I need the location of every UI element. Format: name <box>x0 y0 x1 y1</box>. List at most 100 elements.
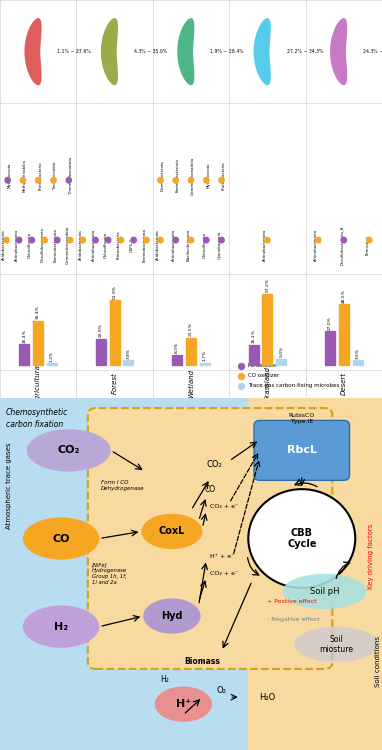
Circle shape <box>118 237 124 243</box>
Text: Eremiobacteriota: Eremiobacteriota <box>53 228 57 262</box>
Text: Chloroflexota: Chloroflexota <box>28 232 32 258</box>
Ellipse shape <box>27 429 111 472</box>
Circle shape <box>105 237 111 243</box>
Circle shape <box>204 178 209 183</box>
Text: carbon fixation: carbon fixation <box>6 421 63 430</box>
Text: CO: CO <box>52 533 70 544</box>
Text: CO₂: CO₂ <box>58 446 80 455</box>
Text: Thermoplasmatota: Thermoplasmatota <box>69 157 73 194</box>
Circle shape <box>158 237 163 243</box>
Text: Proteobacteria: Proteobacteria <box>117 230 121 260</box>
Text: Actinobacteriota: Actinobacteriota <box>172 229 176 261</box>
Polygon shape <box>254 18 271 86</box>
Bar <box>110 300 120 365</box>
Text: Myxococcota: Myxococcota <box>8 163 11 188</box>
Bar <box>172 355 182 365</box>
Text: Bdellovibrionota: Bdellovibrionota <box>187 229 191 261</box>
Text: H⁺: H⁺ <box>176 699 191 709</box>
Text: Actinobacteriota: Actinobacteriota <box>314 229 318 261</box>
Text: Eremiobacteriota: Eremiobacteriota <box>176 158 180 193</box>
Text: Desulfobacteriota: Desulfobacteriota <box>40 227 45 262</box>
Circle shape <box>158 178 163 183</box>
Text: O₂: O₂ <box>217 686 227 694</box>
Ellipse shape <box>23 518 99 560</box>
Text: 1.1% ~ 27.6%: 1.1% ~ 27.6% <box>57 50 91 54</box>
Text: RubisCO
Type IE: RubisCO Type IE <box>288 413 315 424</box>
Circle shape <box>4 237 9 243</box>
Text: Actinobacteriota: Actinobacteriota <box>15 229 19 261</box>
Circle shape <box>173 178 178 183</box>
Text: Desert: Desert <box>341 372 347 395</box>
Circle shape <box>204 237 209 243</box>
Text: Form I CO
Dehydrogenase: Form I CO Dehydrogenase <box>101 480 145 491</box>
Ellipse shape <box>23 605 99 648</box>
Text: Chloroflexota: Chloroflexota <box>104 232 108 258</box>
Text: CO: CO <box>204 484 216 494</box>
Text: CBB
Cycle: CBB Cycle <box>287 528 317 549</box>
Circle shape <box>36 178 41 183</box>
Text: Gemmatimonadota: Gemmatimonadota <box>66 226 70 264</box>
Bar <box>123 360 133 365</box>
Polygon shape <box>177 18 194 86</box>
Text: CO₂ + e⁻: CO₂ + e⁻ <box>210 504 238 509</box>
Text: H₂O: H₂O <box>259 693 275 702</box>
Text: Myxococcota: Myxococcota <box>206 163 210 188</box>
Bar <box>249 345 259 365</box>
Circle shape <box>80 237 86 243</box>
Text: Tectomicrobia: Tectomicrobia <box>53 162 57 189</box>
Text: Desulfobacteriota_B: Desulfobacteriota_B <box>340 225 344 265</box>
Text: Chemosynthetic: Chemosynthetic <box>6 408 68 417</box>
Text: RbcL: RbcL <box>287 446 317 455</box>
Text: CO oxidizer: CO oxidizer <box>248 374 280 378</box>
Ellipse shape <box>155 686 212 722</box>
Text: 51.9%: 51.9% <box>113 285 117 298</box>
Circle shape <box>265 237 270 243</box>
Text: CO₂: CO₂ <box>206 460 222 469</box>
Circle shape <box>20 178 26 183</box>
Text: 16.4%: 16.4% <box>23 329 26 343</box>
Text: CO₂ + e⁻: CO₂ + e⁻ <box>210 572 238 576</box>
Circle shape <box>219 178 224 183</box>
Text: 21.5%: 21.5% <box>189 322 193 337</box>
Text: 1.7%: 1.7% <box>203 350 207 361</box>
Text: Actinobacteriota: Actinobacteriota <box>264 229 267 261</box>
Polygon shape <box>101 18 118 86</box>
Text: [NiFe]
Hydrogenase
Group 1h, 1f,
1l and 2a: [NiFe] Hydrogenase Group 1h, 1f, 1l and … <box>92 562 127 585</box>
Ellipse shape <box>283 574 367 609</box>
Bar <box>33 321 43 365</box>
Point <box>238 380 244 392</box>
Text: 3.8%: 3.8% <box>126 347 130 358</box>
Text: H₂: H₂ <box>160 675 169 684</box>
Text: Actinobacteriota: Actinobacteriota <box>92 229 96 261</box>
Circle shape <box>51 178 56 183</box>
Circle shape <box>173 237 178 243</box>
Ellipse shape <box>143 598 201 634</box>
Circle shape <box>248 489 355 588</box>
Text: Soil conditions: Soil conditions <box>375 636 381 687</box>
Text: Cyanobacteria: Cyanobacteria <box>218 231 222 259</box>
Bar <box>339 304 349 365</box>
Text: Acidobacteriota: Acidobacteriota <box>79 230 83 260</box>
Bar <box>262 293 272 365</box>
Bar <box>200 363 210 365</box>
Bar <box>353 361 363 365</box>
FancyBboxPatch shape <box>254 421 350 480</box>
Text: Biomass: Biomass <box>185 657 220 666</box>
Circle shape <box>16 237 22 243</box>
Circle shape <box>67 237 73 243</box>
Text: Hyd: Hyd <box>161 611 183 621</box>
Circle shape <box>5 178 10 183</box>
Circle shape <box>316 237 321 243</box>
Text: Chloroflexota: Chloroflexota <box>202 232 206 258</box>
Circle shape <box>219 237 224 243</box>
Text: 48.5%: 48.5% <box>342 289 346 303</box>
Circle shape <box>188 237 194 243</box>
Text: 16.1%: 16.1% <box>252 329 256 344</box>
Text: 35.4%: 35.4% <box>36 305 40 320</box>
Text: H⁺ + e⁻: H⁺ + e⁻ <box>210 554 235 559</box>
Text: 24.3% ~ 32.2%: 24.3% ~ 32.2% <box>363 50 382 54</box>
Text: Soil pH: Soil pH <box>310 586 340 596</box>
Circle shape <box>131 237 136 243</box>
Bar <box>325 332 335 365</box>
Text: Atmospheric trace gases: Atmospheric trace gases <box>6 442 12 529</box>
